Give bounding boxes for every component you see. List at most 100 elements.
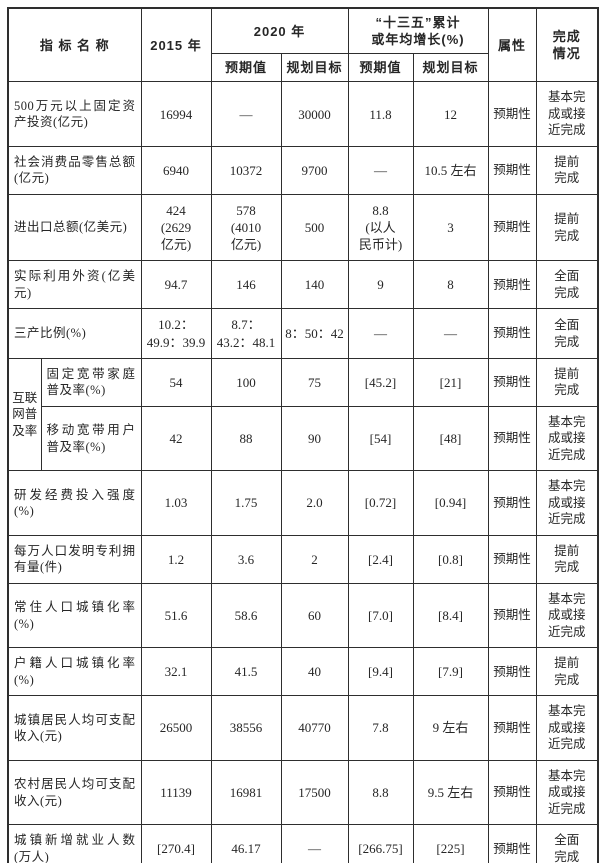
table-row: 移动宽带用户普及率(%) 42 88 90 [54] [48] 预期性 基本完 成或接 近完成 bbox=[8, 405, 599, 472]
value-2015: 42 bbox=[140, 405, 212, 472]
row-group-label: 互联 网普 及率 bbox=[7, 357, 42, 472]
attribute-value: 预期性 bbox=[487, 534, 537, 584]
table-row: 农村居民人均可支配收入(元) 11139 16981 17500 8.8 9.5 左右 预期… bbox=[7, 759, 599, 826]
attribute-value: 预期性 bbox=[487, 582, 537, 649]
table-row: 研发经费投入强度(%) 1.03 1.75 2.0 [0.72] [0.94] 预期性 基本完… bbox=[7, 470, 599, 536]
value-cum-target: [0.8] bbox=[412, 534, 489, 584]
value-cum-target: 9.5 左右 bbox=[412, 759, 489, 826]
completion-status: 提前 完成 bbox=[535, 357, 599, 407]
table-row: 每万人口发明专利拥有量(件) 1.2 3.6 2 [2.4] [0.8] 预期性 提前 完成 bbox=[7, 534, 599, 584]
value-cum-target: [8.4] bbox=[412, 582, 489, 649]
value-2020-target: 8：50：42 bbox=[280, 308, 349, 359]
value-2015: 26500 bbox=[140, 695, 212, 761]
attribute-value: 预期性 bbox=[487, 824, 537, 863]
row-indicator-name: 户籍人口城镇化率(%) bbox=[7, 647, 142, 697]
header-cum-expected: 预期值 bbox=[347, 53, 414, 83]
completion-status: 基本完 成或接 近完成 bbox=[535, 582, 599, 649]
value-2020-target: 17500 bbox=[280, 759, 349, 826]
value-cum-target: — bbox=[412, 308, 489, 359]
value-cum-target: [48] bbox=[412, 405, 489, 472]
attribute-value: 预期性 bbox=[487, 193, 537, 262]
value-2020-target: 140 bbox=[280, 260, 349, 310]
value-2015: 11139 bbox=[140, 759, 212, 826]
header-cum-target: 规划目标 bbox=[412, 53, 489, 83]
value-cum-expected: [0.72] bbox=[347, 470, 414, 536]
value-2020-expected: 88 bbox=[210, 405, 282, 472]
value-2015: 54 bbox=[140, 357, 212, 407]
value-2020-target: 500 bbox=[280, 193, 349, 262]
value-2015: 1.2 bbox=[140, 534, 212, 584]
table-row: 实际利用外资(亿美元) 94.7 146 140 9 8 预期性 全面 完成 bbox=[7, 260, 599, 310]
value-2015: 16994 bbox=[140, 81, 212, 147]
value-cum-expected: — bbox=[347, 308, 414, 359]
attribute-value: 预期性 bbox=[487, 647, 537, 697]
attribute-value: 预期性 bbox=[487, 357, 537, 407]
value-2020-target: 2.0 bbox=[280, 470, 349, 536]
value-2015: 94.7 bbox=[140, 260, 212, 310]
value-2015: 424 (2629 亿元) bbox=[140, 193, 212, 262]
value-cum-target: 3 bbox=[412, 193, 489, 262]
value-2020-expected: 100 bbox=[210, 357, 282, 407]
row-indicator-name: 城镇新增就业人数(万人) bbox=[7, 824, 142, 863]
completion-status: 提前 完成 bbox=[535, 534, 599, 584]
value-cum-target: [21] bbox=[412, 357, 489, 407]
value-2015: 32.1 bbox=[140, 647, 212, 697]
value-cum-expected: [45.2] bbox=[347, 357, 414, 407]
completion-status: 基本完 成或接 近完成 bbox=[535, 470, 599, 536]
value-cum-target: 9 左右 bbox=[412, 695, 489, 761]
row-indicator-name: 每万人口发明专利拥有量(件) bbox=[7, 534, 142, 584]
table-header: 指 标 名 称 2015 年 2020 年 “十三五”累计 或年均增长(%) 属… bbox=[7, 7, 599, 83]
attribute-value: 预期性 bbox=[487, 145, 537, 195]
value-2020-expected: 16981 bbox=[210, 759, 282, 826]
row-indicator-name: 实际利用外资(亿美元) bbox=[7, 260, 142, 310]
row-indicator-name: 城镇居民人均可支配收入(元) bbox=[7, 695, 142, 761]
row-indicator-name: 500万元以上固定资产投资(亿元) bbox=[7, 81, 142, 147]
header-cumulative-growth: “十三五”累计 或年均增长(%) bbox=[347, 7, 489, 55]
value-2020-target: 40 bbox=[280, 647, 349, 697]
value-2020-expected: — bbox=[210, 81, 282, 147]
attribute-value: 预期性 bbox=[487, 405, 537, 472]
value-cum-target: [225] bbox=[412, 824, 489, 863]
row-indicator-name: 社会消费品零售总额(亿元) bbox=[7, 145, 142, 195]
value-cum-target: 8 bbox=[412, 260, 489, 310]
completion-status: 基本完 成或接 近完成 bbox=[535, 695, 599, 761]
value-2020-target: 30000 bbox=[280, 81, 349, 147]
table-row: 常住人口城镇化率(%) 51.6 58.6 60 [7.0] [8.4] 预期性 基本完 成或… bbox=[7, 582, 599, 649]
value-2020-target: 40770 bbox=[280, 695, 349, 761]
value-cum-expected: [54] bbox=[347, 405, 414, 472]
value-cum-expected: 9 bbox=[347, 260, 414, 310]
value-2020-target: 60 bbox=[280, 582, 349, 649]
value-cum-target: [7.9] bbox=[412, 647, 489, 697]
value-2015: 6940 bbox=[140, 145, 212, 195]
header-indicator-name: 指 标 名 称 bbox=[7, 7, 142, 83]
table-row: 三产比例(%) 10.2： 49.9：39.9 8.7： 43.2：48.1 8：50… bbox=[7, 308, 599, 359]
value-cum-target: 10.5 左右 bbox=[412, 145, 489, 195]
value-cum-expected: [2.4] bbox=[347, 534, 414, 584]
header-2020-target: 规划目标 bbox=[280, 53, 349, 83]
header-year-2015: 2015 年 bbox=[140, 7, 212, 83]
header-2020-expected: 预期值 bbox=[210, 53, 282, 83]
attribute-value: 预期性 bbox=[487, 81, 537, 147]
value-2020-expected: 8.7： 43.2：48.1 bbox=[210, 308, 282, 359]
table-row: 500万元以上固定资产投资(亿元) 16994—30000 11.8 12 预期性 基本完… bbox=[7, 81, 599, 147]
value-2020-expected: 3.6 bbox=[210, 534, 282, 584]
value-2020-target: 2 bbox=[280, 534, 349, 584]
table-row: 互联 网普 及率 固定宽带家庭普及率(%) 54 100 75 [45.2] [21] 预期性… bbox=[7, 357, 599, 472]
value-2015: 10.2： 49.9：39.9 bbox=[140, 308, 212, 359]
value-2020-expected: 10372 bbox=[210, 145, 282, 195]
value-2015: 51.6 bbox=[140, 582, 212, 649]
value-2015: [270.4] bbox=[140, 824, 212, 863]
row-indicator-name: 移动宽带用户普及率(%) bbox=[40, 405, 142, 472]
value-2020-target: 90 bbox=[280, 405, 349, 472]
header-attribute: 属性 bbox=[487, 7, 537, 83]
completion-status: 基本完 成或接 近完成 bbox=[535, 405, 599, 472]
header-year-2020: 2020 年 bbox=[210, 7, 349, 55]
value-cum-expected: [9.4] bbox=[347, 647, 414, 697]
row-indicator-name: 进出口总额(亿美元) bbox=[7, 193, 142, 262]
completion-status: 提前 完成 bbox=[535, 145, 599, 195]
row-indicator-name: 三产比例(%) bbox=[7, 308, 142, 359]
header-row-2: 预期值 规划目标 预期值 规划目标 bbox=[8, 53, 598, 83]
value-cum-expected: 8.8 (以人 民币计) bbox=[347, 193, 414, 262]
completion-status: 全面 完成 bbox=[535, 308, 599, 359]
